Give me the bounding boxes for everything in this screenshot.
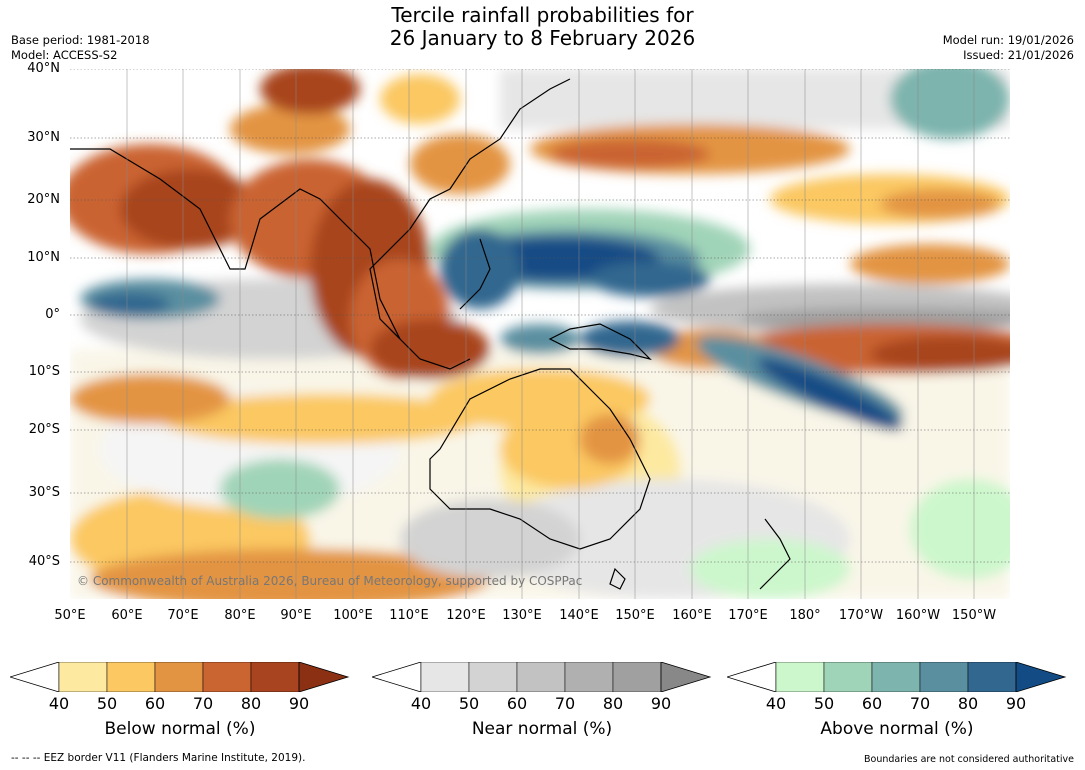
lon-label: 80°E [224, 608, 256, 623]
colorbar-tick: 90 [650, 694, 672, 713]
lon-label: 150°W [951, 608, 997, 623]
lon-label: 70°E [167, 608, 199, 623]
lat-label: 40°S [28, 554, 60, 569]
graticule [70, 69, 1010, 563]
model-run: Model run: 19/01/2026 [942, 33, 1074, 47]
lat-label: 30°S [28, 485, 60, 500]
lon-label: 180° [789, 608, 821, 623]
lat-label: 20°S [28, 422, 60, 437]
lon-label: 160°W [895, 608, 941, 623]
lon-label: 160°E [672, 608, 712, 623]
near-normal-legend-title: Near normal (%) [471, 719, 613, 739]
meta-left: Base period: 1981-2018 Model: ACCESS-S2 [11, 33, 150, 63]
below-normal-legend-title: Below normal (%) [104, 719, 256, 739]
lat-label: 10°N [27, 250, 60, 265]
lat-label: 40°N [27, 61, 60, 76]
colorbar-tick: 40 [765, 694, 787, 713]
above-normal-legend-title: Above normal (%) [820, 719, 974, 739]
colorbar-tick: 40 [410, 694, 432, 713]
near-normal-colorbar [372, 662, 712, 692]
colorbar-tick: 80 [240, 694, 262, 713]
above-normal-colorbar [727, 662, 1067, 692]
title-line-1: Tercile rainfall probabilities for [391, 3, 694, 27]
copyright-notice: © Commonwealth of Australia 2026, Bureau… [77, 574, 583, 588]
lon-label: 130°E [502, 608, 542, 623]
colorbar-tick: 80 [602, 694, 624, 713]
colorbar-tick: 60 [506, 694, 528, 713]
lon-label: 150°E [615, 608, 655, 623]
lat-label: 20°N [27, 192, 60, 207]
colorbar-tick: 60 [861, 694, 883, 713]
colorbar-tick: 50 [458, 694, 480, 713]
lat-label: 30°N [27, 130, 60, 145]
lon-label: 170°E [728, 608, 768, 623]
meta-right: Model run: 19/01/2026 Issued: 21/01/2026 [943, 33, 1074, 63]
model-name: Model: ACCESS-S2 [11, 48, 118, 62]
issued-date: Issued: 21/01/2026 [963, 48, 1074, 62]
lon-label: 170°W [838, 608, 884, 623]
lat-label: 0° [45, 307, 60, 322]
base-period: Base period: 1981-2018 [11, 33, 150, 47]
boundary-disclaimer: Boundaries are not considered authoritat… [864, 754, 1074, 765]
lat-label: 10°S [28, 364, 60, 379]
lon-label: 110°E [389, 608, 429, 623]
colorbar-tick: 60 [144, 694, 166, 713]
colorbar-tick: 80 [957, 694, 979, 713]
colorbar-tick: 90 [1005, 694, 1027, 713]
eez-border-note: -- -- -- EEZ border V11 (Flanders Marine… [11, 752, 306, 764]
lon-label: 50°E [54, 608, 86, 623]
colorbar-tick: 90 [288, 694, 310, 713]
coastlines [70, 78, 791, 590]
lon-label: 120°E [446, 608, 486, 623]
colorbar-tick: 50 [813, 694, 835, 713]
colorbar-tick: 50 [96, 694, 118, 713]
colorbar-tick: 70 [554, 694, 576, 713]
lon-label: 140°E [559, 608, 599, 623]
map-title: Tercile rainfall probabilities for 26 Ja… [0, 4, 1085, 50]
lon-label: 90°E [280, 608, 312, 623]
lon-label: 60°E [111, 608, 143, 623]
colorbar-tick: 40 [48, 694, 70, 713]
lon-label: 100°E [333, 608, 373, 623]
probability-map [70, 69, 1010, 599]
colorbar-tick: 70 [909, 694, 931, 713]
meridians [126, 69, 975, 599]
title-line-2: 26 January to 8 February 2026 [389, 26, 696, 50]
colorbar-tick: 70 [192, 694, 214, 713]
below-normal-colorbar [10, 662, 350, 692]
